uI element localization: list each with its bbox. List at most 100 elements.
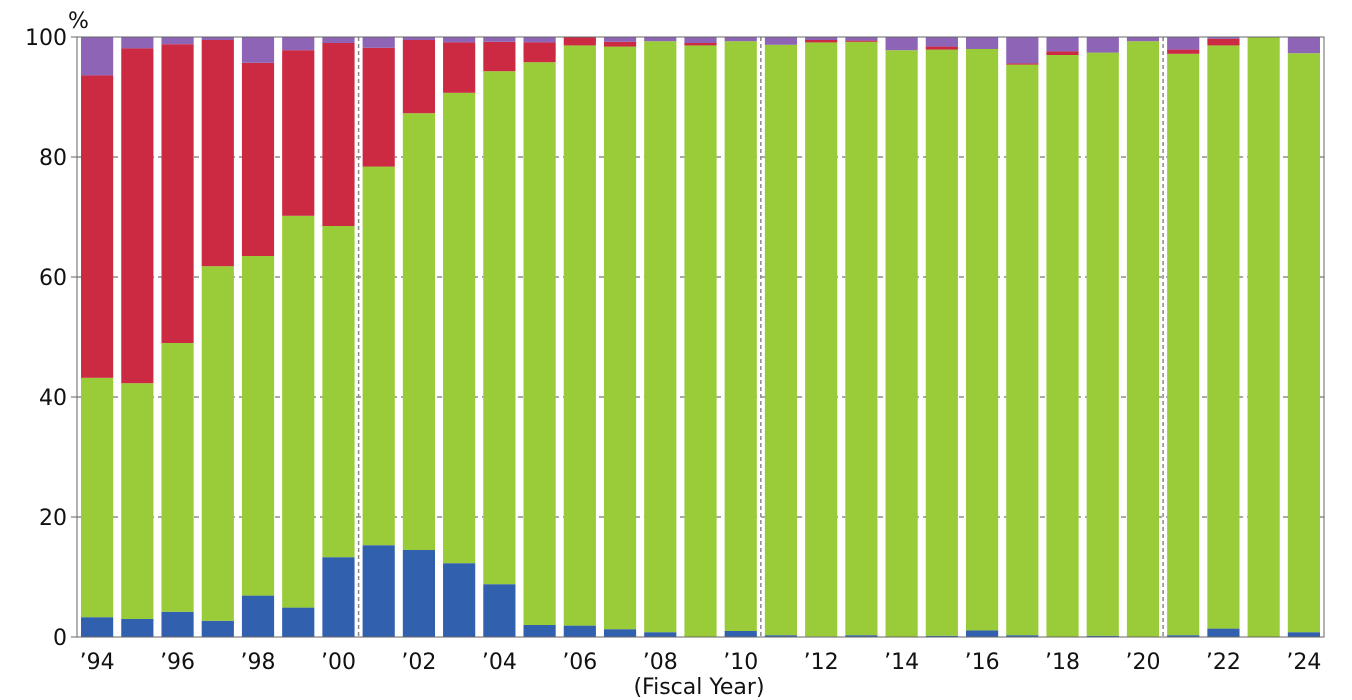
bar-2010-series-4: [724, 37, 757, 42]
x-tick-label-2006: ’06: [562, 650, 597, 675]
bar-2020-series-2: [1126, 41, 1160, 637]
bar-2013-series-3: [845, 40, 878, 42]
bar-1998-series-2: [241, 256, 275, 596]
bar-1996-series-1: [161, 611, 194, 637]
bars: [81, 37, 1320, 637]
bar-2018-series-2: [1046, 55, 1079, 637]
bar-1994-series-3: [81, 75, 114, 378]
bar-2002-series-3: [402, 40, 436, 114]
bar-2011-series-2: [764, 44, 798, 636]
x-tick-label-2014: ’14: [884, 650, 919, 675]
bar-2008-series-2: [644, 41, 677, 633]
bar-2021-series-3: [1167, 49, 1200, 54]
bar-2021-series-1: [1167, 635, 1200, 637]
bar-2007-series-2: [603, 46, 637, 630]
bar-2001-series-3: [362, 47, 395, 167]
bar-2006-series-2: [563, 45, 596, 626]
bar-2003-series-4: [443, 37, 476, 43]
bar-1994-series-2: [81, 377, 114, 618]
bar-2019-series-4: [1086, 37, 1119, 53]
bar-1997-series-4: [201, 37, 234, 40]
bar-2013-series-2: [845, 41, 878, 636]
y-axis-unit-label: %: [68, 9, 89, 34]
x-tick-label-1994: ’94: [80, 650, 115, 675]
bar-2022-series-1: [1207, 628, 1240, 637]
x-tick-label-2018: ’18: [1045, 650, 1080, 675]
bar-2002-series-2: [402, 113, 436, 550]
bar-2000-series-2: [322, 226, 355, 558]
x-tick-label-2022: ’22: [1206, 650, 1241, 675]
y-tick-label-20: 20: [39, 506, 67, 531]
bar-1996-series-3: [161, 44, 194, 343]
x-tick-label-2002: ’02: [401, 650, 436, 675]
bar-2005-series-4: [523, 37, 556, 43]
bar-2000-series-1: [322, 557, 355, 637]
bar-2015-series-3: [925, 46, 958, 50]
bar-2016-series-2: [965, 49, 999, 631]
bar-2007-series-3: [603, 41, 637, 47]
x-tick-labels: ’94 ’96 ’98 ’00 ’02 ’04 ’06 ’08 ’10 ’12 ’14 ’16 ’18 ’…: [80, 650, 1322, 675]
bar-2014-series-4: [885, 37, 918, 51]
x-tick-label-2024: ’24: [1286, 650, 1321, 675]
bar-1996-series-4: [161, 37, 194, 45]
period-dividers: [357, 37, 1164, 637]
bar-2021-series-4: [1167, 37, 1200, 50]
bar-1997-series-2: [201, 266, 234, 621]
bar-2017-series-1: [1006, 635, 1039, 637]
bar-2007-series-4: [603, 37, 637, 42]
x-tick-label-2016: ’16: [965, 650, 1000, 675]
bar-2024-series-2: [1287, 53, 1320, 633]
y-tick-label-100: 100: [25, 26, 67, 51]
bar-2012-series-2: [805, 42, 838, 637]
bar-2012-series-4: [805, 37, 838, 40]
bar-2022-series-4: [1207, 37, 1240, 39]
x-tick-label-2004: ’04: [482, 650, 517, 675]
bar-2004-series-3: [483, 41, 516, 72]
bar-2023-series-2: [1247, 37, 1280, 637]
bar-2017-series-4: [1006, 37, 1039, 64]
bar-2017-series-3: [1006, 63, 1039, 65]
bar-1995-series-1: [121, 619, 154, 637]
bar-2015-series-2: [925, 49, 958, 636]
y-tick-label-40: 40: [39, 386, 67, 411]
y-tick-label-80: 80: [39, 146, 67, 171]
bar-1999-series-2: [282, 215, 315, 608]
bar-2016-series-4: [965, 37, 999, 49]
bar-2013-series-1: [845, 635, 878, 637]
bar-2015-series-1: [925, 635, 958, 637]
bar-2013-series-4: [845, 37, 878, 41]
bar-2011-series-4: [764, 37, 798, 45]
bar-1994-series-4: [81, 37, 114, 76]
bar-2017-series-2: [1006, 64, 1039, 636]
bar-2008-series-1: [644, 632, 677, 637]
bar-1997-series-3: [201, 40, 234, 267]
y-tick-labels: 0 20 40 60 80 100: [25, 26, 77, 651]
bar-2001-series-4: [362, 37, 395, 48]
bar-1994-series-1: [81, 617, 114, 637]
bar-1995-series-3: [121, 48, 154, 384]
bar-2005-series-3: [523, 42, 556, 63]
plot-frame: [76, 36, 1325, 638]
bar-2019-series-1: [1086, 635, 1119, 637]
bar-1998-series-4: [241, 37, 275, 63]
bar-2006-series-3: [563, 37, 596, 46]
bar-1995-series-4: [121, 37, 154, 49]
bar-2022-series-3: [1207, 38, 1240, 46]
bar-2020-series-4: [1126, 37, 1160, 42]
bar-2001-series-1: [362, 545, 395, 637]
bar-2015-series-4: [925, 37, 958, 47]
bar-1999-series-1: [282, 607, 315, 637]
bar-2024-series-1: [1287, 632, 1320, 637]
bar-2004-series-4: [483, 37, 516, 42]
bar-2019-series-2: [1086, 52, 1119, 636]
x-axis-title: (Fiscal Year): [633, 675, 764, 700]
bar-2021-series-2: [1167, 53, 1200, 636]
bar-2003-series-3: [443, 42, 476, 93]
bar-2004-series-1: [483, 584, 516, 637]
bar-2007-series-1: [603, 629, 637, 637]
bar-2010-series-2: [724, 41, 757, 631]
bar-1996-series-2: [161, 343, 194, 612]
bar-2024-series-4: [1287, 37, 1320, 54]
bar-2010-series-1: [724, 631, 757, 637]
